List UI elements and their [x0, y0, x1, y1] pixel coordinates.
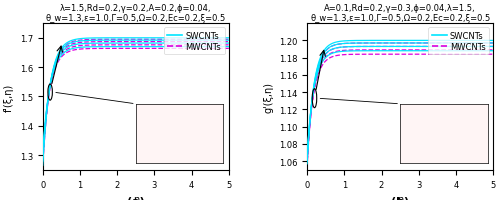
Y-axis label: g'(ξ,η): g'(ξ,η) — [264, 82, 274, 112]
Title: A=0.1,Rd=0.2,γ=0.3,ϕ=0.04,λ=1.5,
θ_w=1.3,ε=1.0,Γ=0.5,Ω=0.2,Ec=0.2,ξ=0.5: A=0.1,Rd=0.2,γ=0.3,ϕ=0.04,λ=1.5, θ_w=1.3… — [310, 4, 490, 23]
Legend: SWCNTs, MWCNTs: SWCNTs, MWCNTs — [428, 28, 489, 55]
Text: (b): (b) — [391, 196, 409, 200]
Title: λ=1.5,Rd=0.2,γ=0.2,A=0.2,ϕ=0.04,
θ_w=1.3,ε=1.0,Γ=0.5,Ω=0.2,Ec=0.2,ξ=0.5: λ=1.5,Rd=0.2,γ=0.2,A=0.2,ϕ=0.04, θ_w=1.3… — [46, 4, 226, 23]
Y-axis label: f'(ξ,η): f'(ξ,η) — [4, 83, 14, 111]
Legend: SWCNTs, MWCNTs: SWCNTs, MWCNTs — [164, 28, 224, 55]
X-axis label: η: η — [132, 194, 139, 200]
X-axis label: η: η — [397, 194, 404, 200]
Text: (a): (a) — [127, 196, 144, 200]
